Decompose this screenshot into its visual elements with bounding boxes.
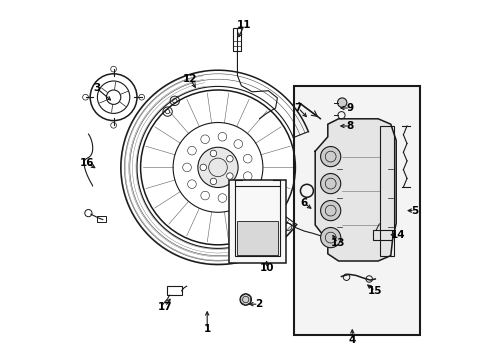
Text: 15: 15	[368, 286, 383, 296]
Bar	[294, 86, 419, 335]
Text: 1: 1	[203, 324, 211, 334]
Bar	[373, 230, 392, 240]
Bar	[380, 126, 393, 256]
Bar	[235, 186, 280, 256]
Text: 3: 3	[93, 83, 100, 93]
Circle shape	[218, 132, 227, 141]
Circle shape	[234, 140, 243, 148]
Text: 13: 13	[331, 238, 345, 248]
Text: 2: 2	[255, 299, 262, 309]
Circle shape	[320, 174, 341, 194]
Circle shape	[183, 163, 192, 172]
Bar	[237, 221, 278, 255]
Bar	[233, 28, 242, 51]
Circle shape	[210, 178, 217, 185]
Circle shape	[227, 173, 233, 179]
Circle shape	[320, 201, 341, 221]
Circle shape	[201, 191, 209, 200]
Circle shape	[200, 164, 206, 171]
Text: 6: 6	[301, 198, 308, 208]
Text: 5: 5	[411, 206, 418, 216]
Circle shape	[218, 194, 227, 202]
Text: 16: 16	[80, 158, 95, 168]
Circle shape	[201, 135, 209, 144]
Circle shape	[320, 228, 341, 248]
Circle shape	[188, 180, 196, 188]
Text: 11: 11	[237, 20, 251, 30]
Text: 8: 8	[346, 121, 354, 131]
Text: 9: 9	[346, 103, 354, 113]
Circle shape	[198, 147, 238, 188]
Circle shape	[234, 186, 243, 195]
Circle shape	[338, 98, 347, 107]
Text: 14: 14	[391, 230, 405, 240]
Circle shape	[210, 150, 217, 157]
Bar	[98, 216, 106, 222]
Polygon shape	[315, 119, 396, 261]
Bar	[229, 180, 286, 263]
Circle shape	[188, 147, 196, 155]
Text: 12: 12	[183, 74, 197, 84]
Circle shape	[240, 294, 251, 305]
Text: 7: 7	[294, 103, 302, 113]
Circle shape	[244, 154, 252, 163]
Circle shape	[227, 156, 233, 162]
Text: 10: 10	[259, 263, 274, 273]
Text: 4: 4	[348, 335, 356, 345]
Circle shape	[320, 147, 341, 167]
Text: 17: 17	[158, 302, 172, 312]
Bar	[167, 286, 182, 295]
Circle shape	[244, 172, 252, 180]
